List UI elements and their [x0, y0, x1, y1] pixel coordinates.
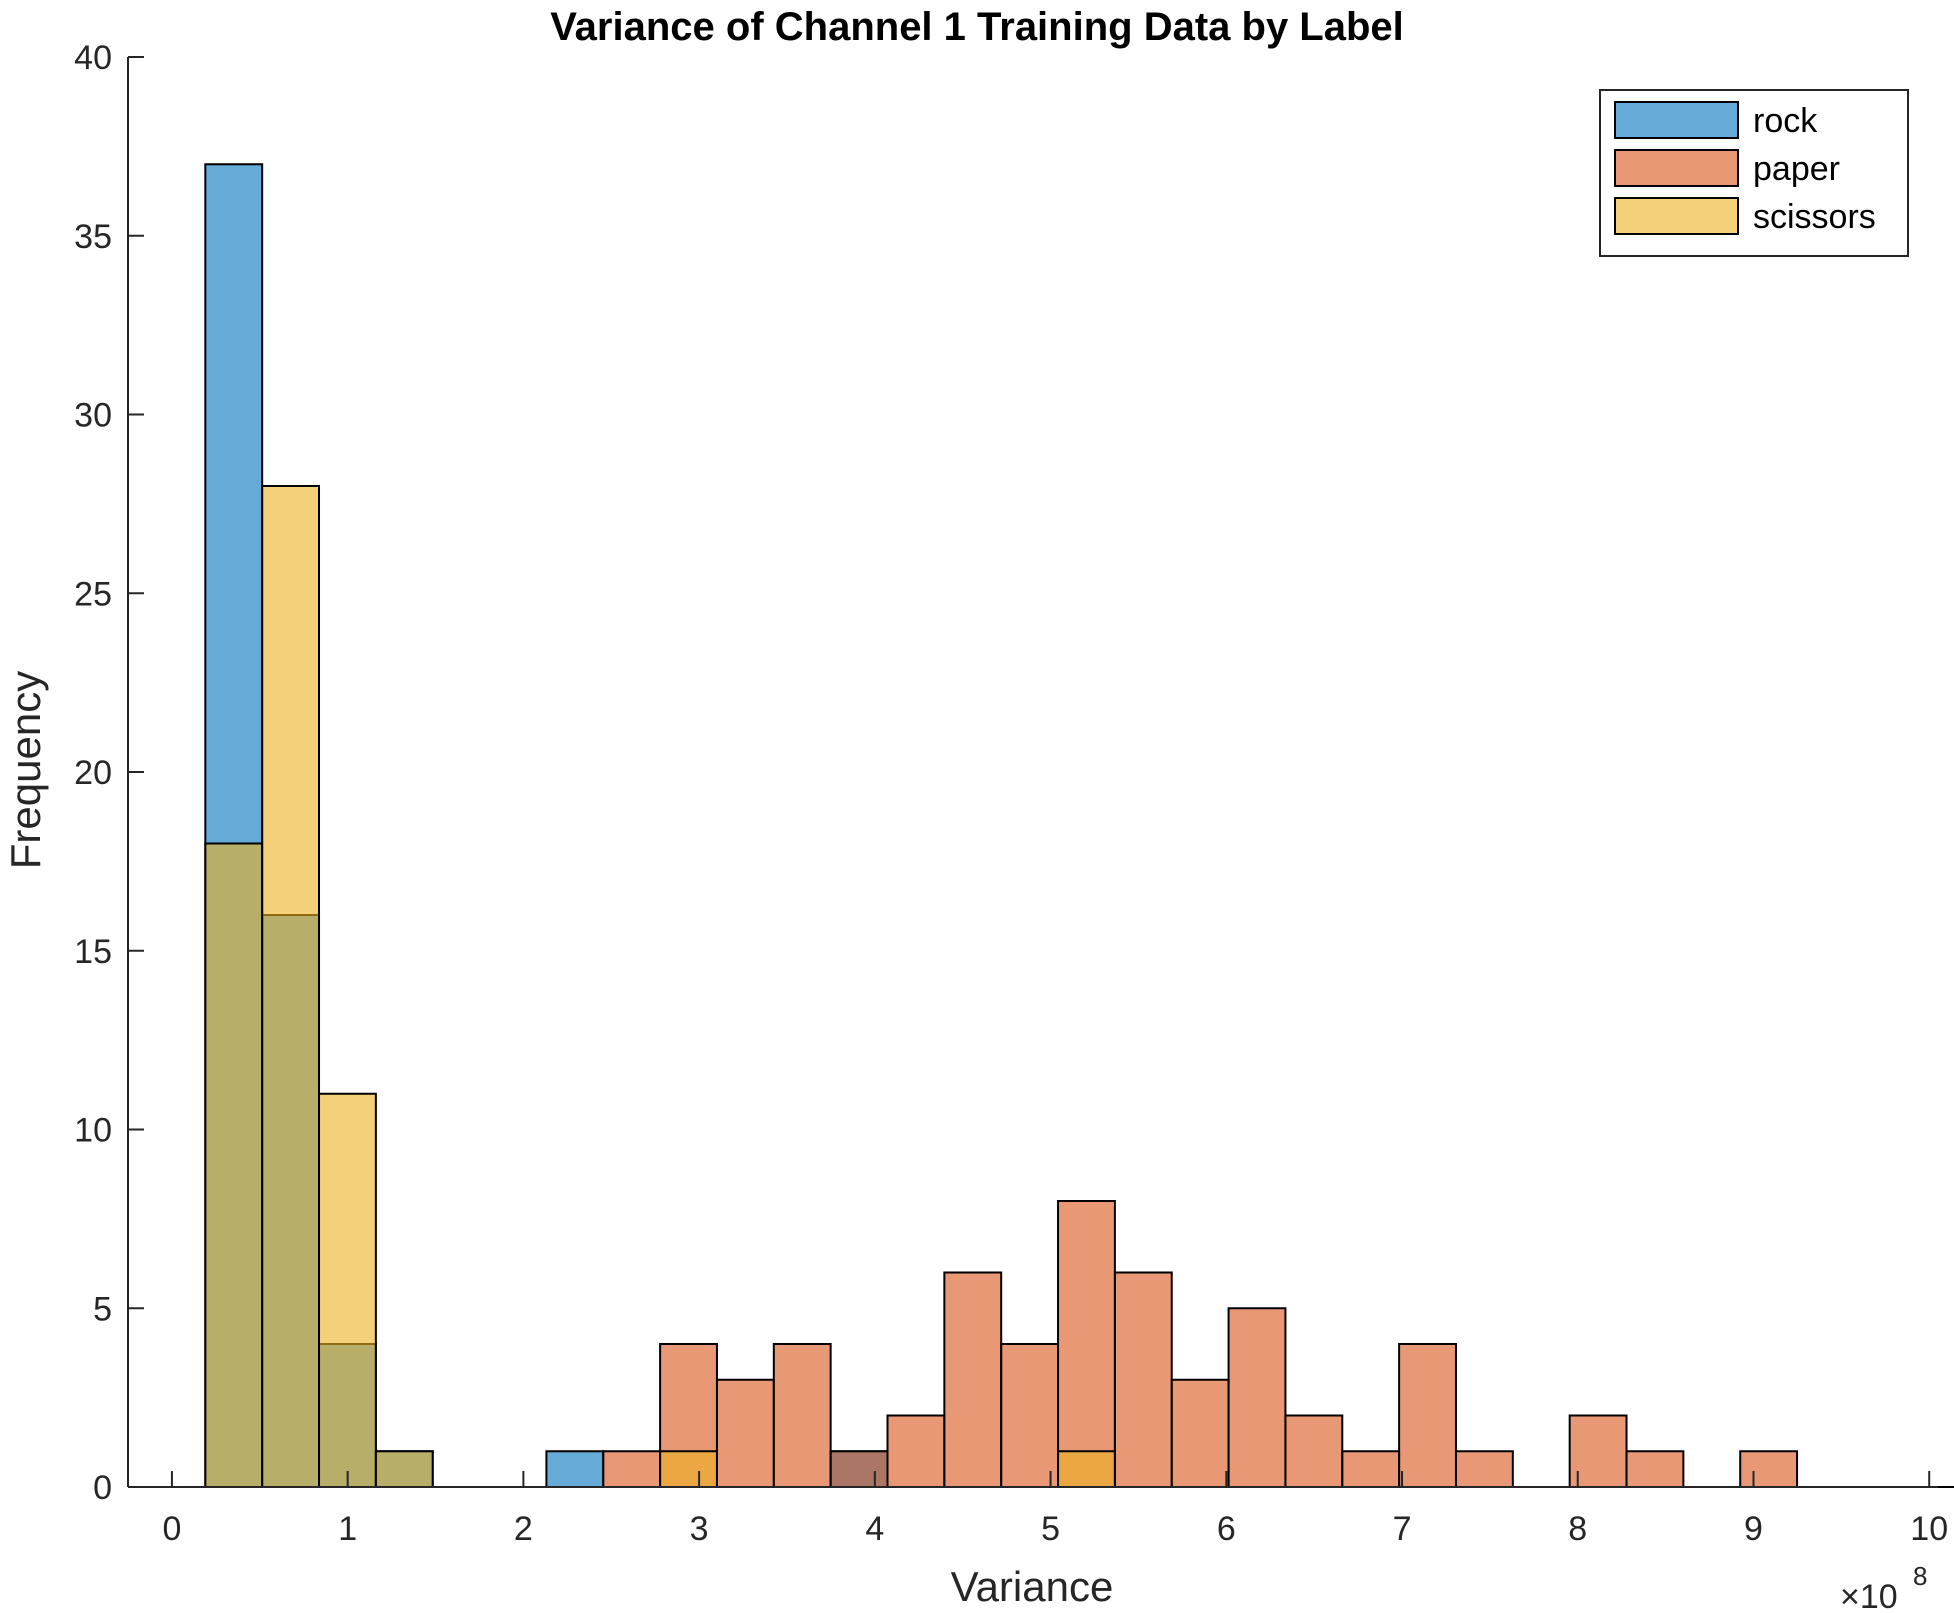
bar-scissors-1: [261, 485, 321, 1488]
bar-paper-19: [1284, 1414, 1344, 1488]
bar-paper-15: [1057, 1200, 1116, 1488]
y-tick-label-3: 15: [74, 933, 112, 971]
bar-paper-13: [943, 1271, 1003, 1488]
series-paper: [205, 1200, 1954, 1488]
x-tick-label-6: 6: [1217, 1510, 1236, 1548]
x-tick-label-0: 0: [162, 1510, 181, 1548]
bar-paper-22: [1454, 1450, 1514, 1488]
x-exponent-power: 8: [1913, 1561, 1927, 1591]
x-tick-label-8: 8: [1568, 1510, 1587, 1548]
bar-paper-11: [829, 1450, 889, 1488]
y-tick-label-4: 20: [74, 754, 112, 792]
chart-title: Variance of Channel 1 Training Data by L…: [550, 5, 1404, 49]
bar-scissors-3: [374, 1450, 434, 1488]
legend: rock paper scissors: [1599, 89, 1909, 257]
legend-swatch-scissors: [1614, 197, 1739, 235]
bar-paper-27: [1739, 1450, 1799, 1488]
bar-paper-21: [1398, 1343, 1457, 1488]
x-tick-label-1: 1: [338, 1510, 357, 1548]
y-axis-label: Frequency: [2, 671, 49, 869]
x-tick-label-10: 10: [1910, 1510, 1948, 1548]
legend-label-paper: paper: [1753, 150, 1840, 188]
x-axis-label: Variance: [951, 1563, 1114, 1610]
legend-swatch-paper: [1614, 149, 1739, 187]
x-tick-label-9: 9: [1744, 1510, 1763, 1548]
x-tick-label-3: 3: [690, 1510, 709, 1548]
bar-paper-18: [1227, 1307, 1287, 1488]
bar-paper-12: [886, 1414, 946, 1488]
legend-label-rock: rock: [1753, 102, 1818, 140]
y-tick-label-8: 40: [74, 39, 112, 77]
y-tick-label-6: 30: [74, 397, 112, 435]
bar-paper-9: [715, 1378, 775, 1488]
legend-label-scissors: scissors: [1753, 198, 1876, 236]
y-tick-label-5: 25: [74, 575, 112, 613]
bar-paper-17: [1170, 1378, 1230, 1488]
bar-paper-16: [1113, 1271, 1173, 1488]
legend-swatch-rock: [1614, 101, 1739, 139]
bar-paper-25: [1625, 1450, 1685, 1488]
bar-paper-7: [602, 1450, 662, 1488]
bar-rock-6: [545, 1450, 605, 1488]
bar-scissors-8: [659, 1450, 718, 1488]
axes-layer: 0 1 2 3 4 5 6 7 8 9 10 0 5 10 15 20 25 30 35 40: [74, 39, 1948, 1548]
x-tick-label-7: 7: [1393, 1510, 1412, 1548]
bar-scissors-0: [204, 842, 264, 1488]
x-tick-label-2: 2: [514, 1510, 533, 1548]
x-exponent-base: ×10: [1840, 1578, 1898, 1613]
bar-paper-20: [1341, 1450, 1401, 1488]
bar-paper-10: [772, 1343, 832, 1488]
x-exponent: ×10 8: [1840, 1561, 1927, 1613]
bar-scissors-2: [318, 1092, 377, 1488]
y-tick-label-0: 0: [93, 1469, 112, 1507]
y-tick-label-2: 10: [74, 1112, 112, 1150]
bar-scissors-15: [1057, 1450, 1116, 1488]
y-tick-label-7: 35: [74, 218, 112, 256]
bar-paper-14: [1000, 1343, 1060, 1488]
x-tick-label-5: 5: [1041, 1510, 1060, 1548]
y-tick-label-1: 5: [93, 1290, 112, 1328]
x-tick-label-4: 4: [865, 1510, 884, 1548]
